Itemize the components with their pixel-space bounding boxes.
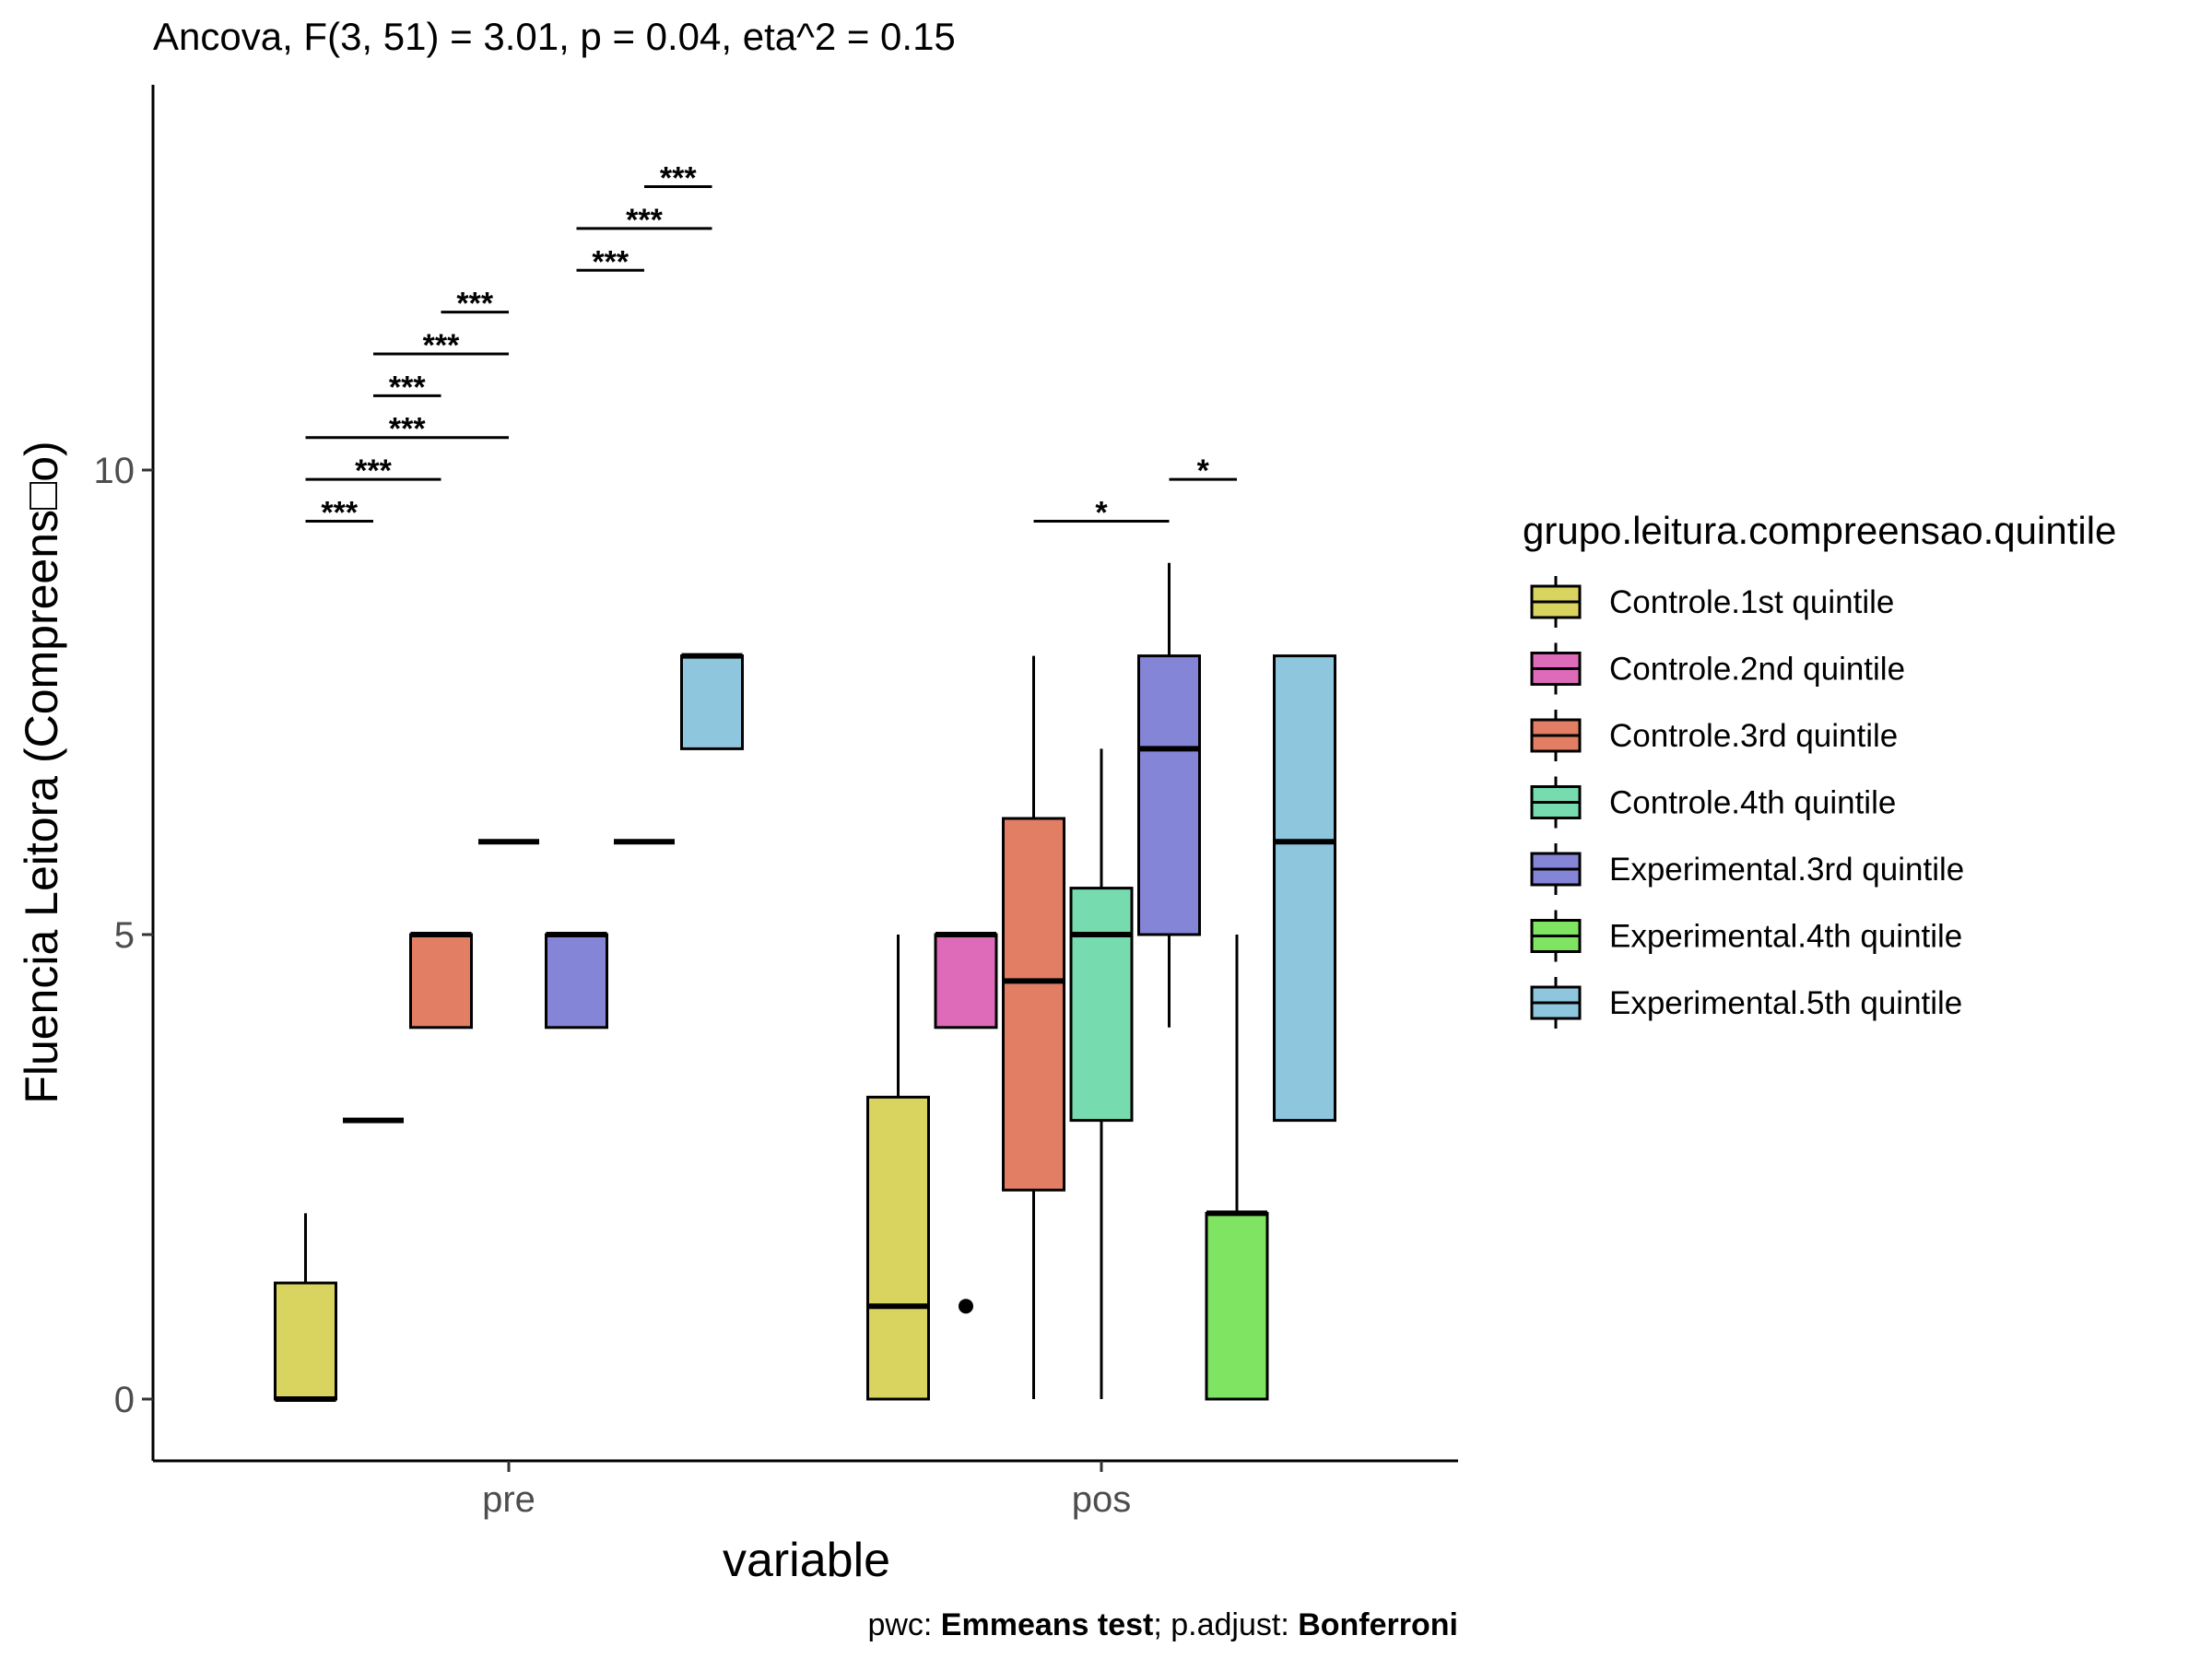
box-controle-3rd-quintile-pre — [409, 932, 473, 1030]
significance-label: * — [1095, 495, 1108, 530]
x-tick-label: pos — [1072, 1479, 1132, 1520]
legend-label: Experimental.5th quintile — [1609, 985, 1962, 1021]
chart-title: Ancova, F(3, 51) = 3.01, p = 0.04, eta^2… — [153, 15, 956, 58]
significance-bracket: * — [1033, 495, 1170, 530]
significance-label: *** — [456, 287, 493, 322]
box-controle-4th-quintile-pos — [1069, 748, 1134, 1399]
legend-item: Experimental.4th quintile — [1530, 910, 1962, 962]
legend-label: Experimental.4th quintile — [1609, 919, 1962, 955]
box-rect — [409, 933, 473, 1030]
box-rect — [545, 933, 608, 1030]
significance-bracket: *** — [576, 203, 712, 238]
box-rect — [274, 1281, 337, 1401]
x-axis-title: variable — [723, 1534, 890, 1587]
box-experimental-5th-quintile-pre — [680, 653, 744, 750]
significance-label: *** — [321, 495, 358, 530]
y-tick-label: 10 — [94, 451, 135, 491]
box-experimental-3rd-quintile-pos — [1137, 562, 1201, 1028]
caption-pwc-method: Emmeans test — [941, 1607, 1154, 1642]
legend-label: Controle.3rd quintile — [1609, 718, 1898, 754]
box-rect — [1069, 887, 1134, 1123]
box-rect — [680, 654, 744, 750]
box-controle-2nd-quintile-pos — [934, 932, 998, 1314]
significance-label: *** — [389, 370, 426, 405]
significance-label: *** — [423, 328, 460, 363]
caption-separator: ; p.adjust: — [1153, 1607, 1298, 1642]
significance-bracket: * — [1169, 453, 1237, 488]
significance-label: *** — [626, 203, 663, 238]
significance-bracket: *** — [305, 495, 373, 530]
significance-label: * — [1197, 453, 1210, 488]
caption-adjust-method: Bonferroni — [1298, 1607, 1458, 1642]
legend-item: Experimental.5th quintile — [1530, 977, 1962, 1029]
legend-label: Controle.1st quintile — [1609, 584, 1894, 620]
significance-bracket: *** — [644, 161, 712, 196]
significance-label: *** — [592, 244, 629, 279]
significance-label: *** — [660, 161, 697, 196]
legend-label: Controle.2nd quintile — [1609, 652, 1905, 688]
y-tick-label: 0 — [114, 1380, 135, 1420]
significance-bracket: *** — [305, 412, 509, 447]
legend-item: Controle.1st quintile — [1530, 576, 1894, 628]
box-experimental-5th-quintile-pos — [1273, 654, 1336, 1123]
legend: Controle.1st quintile Controle.2nd quinti… — [1530, 576, 1964, 1029]
legend-title: grupo.leitura.compreensao.quintile — [1523, 509, 2116, 552]
significance-label: *** — [355, 453, 392, 488]
significance-bracket: *** — [305, 453, 441, 488]
box-rect — [866, 1095, 930, 1401]
box-rect — [1002, 817, 1065, 1192]
axes: 0 5 10 pre pos — [94, 85, 1458, 1520]
legend-item: Controle.4th quintile — [1530, 776, 1896, 829]
significance-bracket: *** — [441, 287, 509, 322]
legend-item: Controle.3rd quintile — [1530, 710, 1898, 761]
box-rect — [1137, 654, 1201, 936]
box-experimental-4th-quintile-pos — [1205, 935, 1269, 1401]
legend-label: Controle.4th quintile — [1609, 785, 1896, 821]
box-controle-1st-quintile-pos — [866, 935, 930, 1401]
y-axis-title: Fluencia Leitora (Compreens□o) — [16, 441, 67, 1103]
box-controle-1st-quintile-pre — [274, 1213, 337, 1402]
caption: pwc: Emmeans test; p.adjust: Bonferroni — [867, 1607, 1458, 1642]
box-rect — [934, 933, 998, 1030]
significance-bracket: *** — [373, 328, 509, 363]
outlier-point — [959, 1299, 973, 1314]
legend-label: Experimental.3rd quintile — [1609, 852, 1964, 888]
significance-bracket: *** — [576, 244, 644, 279]
significance-bracket: *** — [373, 370, 441, 405]
box-controle-3rd-quintile-pos — [1002, 655, 1065, 1399]
y-tick-label: 5 — [114, 915, 135, 956]
significance-label: *** — [389, 412, 426, 447]
legend-item: Experimental.3rd quintile — [1530, 843, 1964, 895]
caption-pwc-label: pwc: — [867, 1607, 940, 1642]
plot-marks: ***************************** — [274, 161, 1336, 1402]
box-rect — [1205, 1211, 1269, 1401]
legend-item: Controle.2nd quintile — [1530, 642, 1905, 695]
box-rect — [1273, 654, 1336, 1123]
x-tick-label: pre — [482, 1479, 535, 1520]
box-experimental-3rd-quintile-pre — [545, 932, 608, 1030]
